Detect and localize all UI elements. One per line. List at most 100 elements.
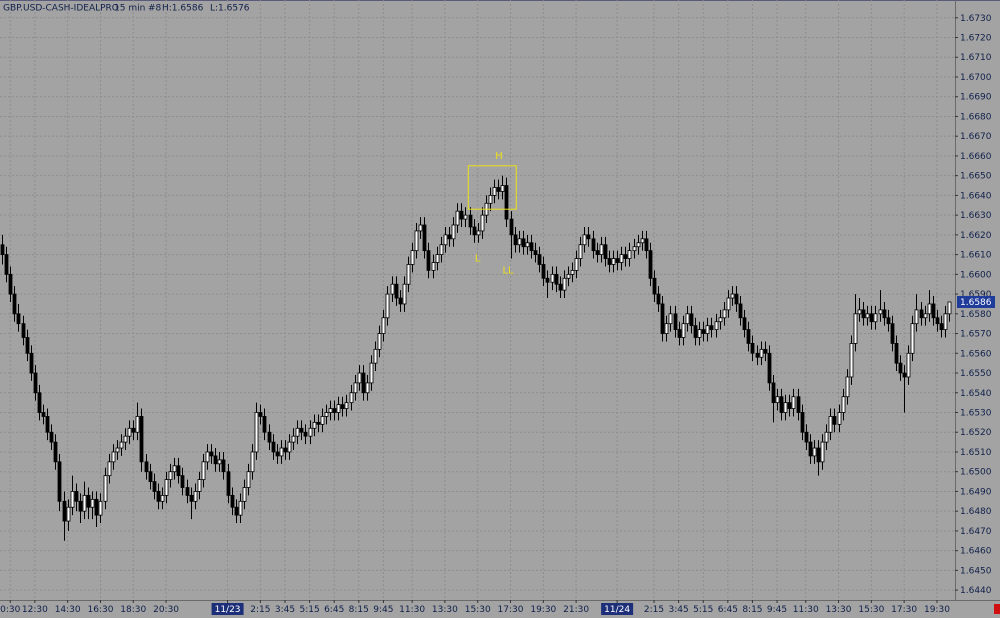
candle-body bbox=[849, 343, 854, 378]
candle-body bbox=[693, 325, 698, 338]
y-tick-label: 1.6670 bbox=[960, 132, 992, 142]
candle-body bbox=[857, 309, 862, 315]
x-tick-label: 13:30 bbox=[826, 605, 852, 615]
candle-body bbox=[521, 238, 526, 248]
y-tick-label: 1.6730 bbox=[960, 14, 992, 24]
header-text: GBP.USD-CASH-IDEALPRO bbox=[3, 4, 119, 14]
candle-body bbox=[673, 313, 678, 331]
candle-body bbox=[148, 471, 153, 482]
candle-body bbox=[62, 500, 67, 522]
candle-body bbox=[599, 244, 604, 256]
candle-body bbox=[381, 317, 386, 334]
candle-body bbox=[574, 258, 579, 271]
x-tick-label: 15:30 bbox=[465, 605, 491, 615]
candle-body bbox=[213, 455, 218, 465]
y-tick-label: 1.6680 bbox=[960, 112, 992, 122]
candle-body bbox=[57, 461, 62, 502]
x-tick-label: 18:30 bbox=[120, 605, 146, 615]
candle-body bbox=[578, 244, 583, 259]
y-tick-label: 1.6440 bbox=[960, 586, 992, 596]
candle-body bbox=[406, 264, 411, 285]
x-tick-label: 17:30 bbox=[498, 605, 524, 615]
x-tick-label: 5:15 bbox=[693, 605, 713, 615]
candle-body bbox=[410, 250, 415, 265]
candle-body bbox=[632, 246, 637, 252]
candle-body bbox=[878, 309, 883, 315]
candle-body bbox=[221, 459, 226, 473]
x-tick-label: 21:30 bbox=[563, 605, 589, 615]
candle-body bbox=[16, 313, 21, 325]
y-tick-label: 1.6590 bbox=[960, 290, 992, 300]
candle-body bbox=[935, 317, 940, 325]
x-tick-label: 3:45 bbox=[669, 605, 689, 615]
candle-body bbox=[582, 234, 587, 246]
candle-body bbox=[656, 293, 661, 305]
candle-body bbox=[287, 441, 292, 453]
candle-body bbox=[66, 506, 71, 522]
candle-body bbox=[197, 479, 202, 492]
candle-body bbox=[779, 396, 784, 413]
candle-body bbox=[262, 416, 267, 433]
y-tick-label: 1.6700 bbox=[960, 73, 992, 83]
x-tick-label: 8:15 bbox=[349, 605, 369, 615]
candle-body bbox=[861, 309, 866, 319]
candle-body bbox=[78, 500, 83, 512]
candle-body bbox=[180, 475, 185, 488]
candle-body bbox=[254, 412, 259, 453]
candle-body bbox=[349, 392, 354, 404]
candle-body bbox=[94, 498, 99, 516]
header-text: 15 min bbox=[114, 4, 145, 14]
y-tick-label: 1.6620 bbox=[960, 231, 992, 241]
candle-body bbox=[865, 313, 870, 319]
y-tick-label: 1.6600 bbox=[960, 270, 992, 280]
candle-body bbox=[451, 224, 456, 240]
y-tick-label: 1.6500 bbox=[960, 468, 992, 478]
y-tick-label: 1.6560 bbox=[960, 349, 992, 359]
candle-body bbox=[755, 352, 760, 358]
candle-body bbox=[135, 416, 140, 433]
candle-body bbox=[29, 352, 34, 374]
candle-body bbox=[74, 491, 79, 502]
x-tick-label: 12:30 bbox=[22, 605, 48, 615]
candle-body bbox=[201, 461, 206, 481]
x-tick-label: 11/23 bbox=[215, 605, 241, 615]
candle-body bbox=[414, 230, 419, 252]
candle-body bbox=[238, 500, 243, 516]
candle-body bbox=[943, 313, 948, 331]
candle-body bbox=[664, 323, 669, 334]
candle-body bbox=[422, 224, 427, 252]
candle-body bbox=[435, 254, 440, 263]
candle-body bbox=[886, 317, 891, 325]
x-tick-label: 0:30 bbox=[0, 605, 20, 615]
candle-body bbox=[816, 447, 821, 463]
candle-body bbox=[709, 325, 714, 331]
candle-body bbox=[189, 494, 194, 502]
candle-body bbox=[111, 451, 116, 463]
candle-body bbox=[275, 451, 280, 457]
last-price-label: 1.6586 bbox=[960, 298, 992, 308]
candle-body bbox=[919, 309, 924, 319]
candle-body bbox=[775, 396, 780, 404]
x-tick-label: 11/24 bbox=[604, 605, 630, 615]
candle-body bbox=[517, 238, 522, 246]
candle-body bbox=[730, 293, 735, 299]
candle-body bbox=[689, 313, 694, 327]
y-tick-label: 1.6510 bbox=[960, 448, 992, 458]
candle-body bbox=[242, 487, 247, 502]
candle-body bbox=[746, 329, 751, 344]
candle-body bbox=[353, 382, 358, 394]
candle-body bbox=[250, 451, 255, 473]
y-tick-label: 1.6640 bbox=[960, 191, 992, 201]
candle-body bbox=[525, 242, 530, 248]
candle-body bbox=[21, 323, 26, 338]
candle-body bbox=[586, 234, 591, 240]
candle-body bbox=[640, 238, 645, 244]
x-tick-label: 3:45 bbox=[275, 605, 295, 615]
candle-body bbox=[894, 343, 899, 364]
candle-body bbox=[898, 362, 903, 374]
candle-body bbox=[541, 264, 546, 279]
candle-body bbox=[496, 187, 501, 192]
candle-body bbox=[344, 402, 349, 409]
candle-body bbox=[718, 317, 723, 323]
